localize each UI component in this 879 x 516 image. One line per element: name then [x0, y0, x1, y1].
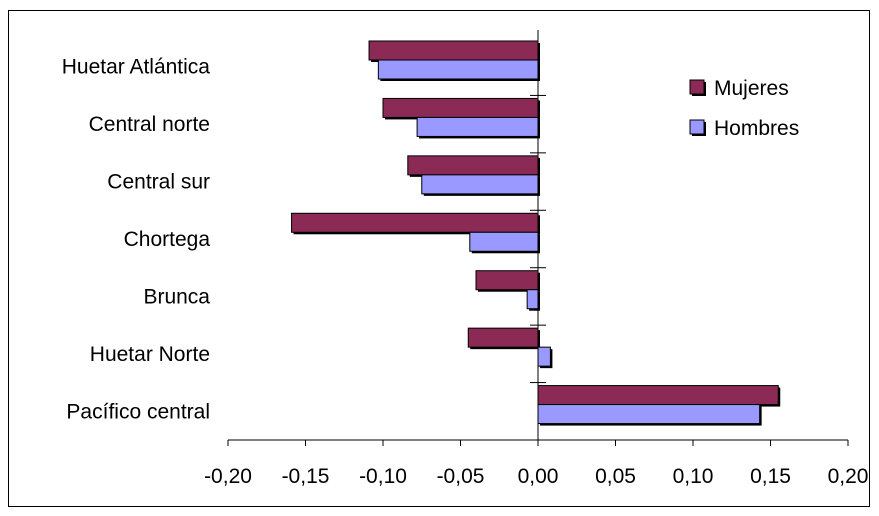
legend-label-mujeres: Mujeres — [714, 77, 789, 100]
bar-hombres-2 — [421, 174, 539, 195]
bar-mujeres-5 — [467, 327, 539, 348]
x-tick-label-7: 0,15 — [750, 465, 791, 488]
x-tick-label-0: -0,20 — [204, 465, 252, 488]
category-label-6: Pacífico central — [66, 400, 210, 423]
category-label-5: Huetar Norte — [90, 343, 210, 366]
legend-label-hombres: Hombres — [714, 117, 799, 140]
category-label-4: Brunca — [143, 285, 210, 308]
bar-hombres-3 — [469, 231, 539, 252]
bar-hombres-4 — [526, 289, 539, 310]
bar-mujeres-2 — [407, 155, 539, 176]
bar-hombres-1 — [416, 116, 539, 137]
category-label-0: Huetar Atlántica — [62, 56, 211, 79]
legend-swatch-mujeres — [689, 79, 705, 95]
bar-mujeres-1 — [382, 97, 539, 118]
bar-hombres-5 — [537, 346, 551, 367]
x-tick-label-2: -0,10 — [359, 465, 407, 488]
bar-mujeres-0 — [368, 40, 539, 61]
category-label-1: Central norte — [89, 113, 210, 136]
legend-swatch-hombres — [689, 119, 705, 135]
category-label-2: Central sur — [107, 171, 210, 194]
bar-hombres-0 — [377, 59, 539, 80]
bar-mujeres-3 — [291, 212, 539, 233]
x-tick-label-8: 0,20 — [828, 465, 869, 488]
x-tick-label-3: -0,05 — [437, 465, 485, 488]
category-label-3: Chortega — [124, 228, 211, 251]
x-tick-label-1: -0,15 — [282, 465, 330, 488]
x-tick-label-5: 0,05 — [595, 465, 636, 488]
x-tick-label-4: 0,00 — [518, 465, 559, 488]
bar-mujeres-4 — [475, 270, 539, 291]
x-tick-label-6: 0,10 — [673, 465, 714, 488]
bar-hombres-6 — [537, 404, 761, 425]
bar-mujeres-6 — [537, 385, 779, 406]
